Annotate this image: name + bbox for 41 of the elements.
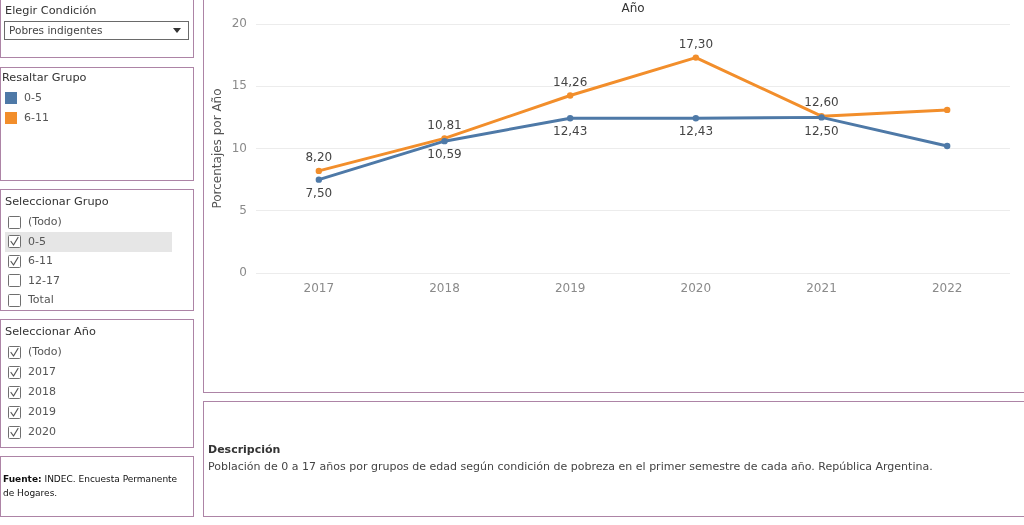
x-tick-label: 2022	[931, 281, 963, 296]
data-label: 17,30	[678, 36, 714, 51]
point	[943, 106, 951, 114]
legend-label: 0-5	[24, 91, 42, 105]
point	[943, 142, 951, 150]
data-label: 12,60	[804, 95, 839, 110]
filter-panel: Seleccionar Año (Todo) 2017 2018 2019 2020	[0, 319, 194, 448]
x-tick-label: 2020	[680, 281, 712, 296]
point	[566, 115, 574, 122]
y-tick-label: 5	[239, 202, 247, 217]
data-label: 10,81	[427, 117, 462, 132]
data-label: 8,20	[305, 150, 333, 165]
filter-panel: Seleccionar Grupo (Todo) 0-5 6-11 12-17 Total	[0, 189, 194, 311]
point	[566, 92, 574, 99]
point	[315, 176, 323, 183]
legend-title: Resaltar Grupo	[2, 71, 87, 85]
description-panel: Descripción Población de 0 a 17 años por grupos de edad según condición de pobreza en el primer semestre de cada año. República Argentina.	[203, 401, 1024, 517]
data-label: 12,43	[678, 124, 714, 139]
point	[315, 167, 323, 175]
y-tick-label: 20	[231, 16, 247, 31]
point	[692, 115, 700, 122]
data-label: 12,43	[552, 124, 588, 139]
data-label: 7,50	[305, 185, 333, 200]
x-tick-label: 2021	[806, 281, 837, 296]
filter-panel: Elegir Condición Pobres indigentes	[0, 0, 194, 58]
source-note: Fuente: INDEC. Encuesta Permanente de Hogares.	[3, 473, 179, 500]
legend-label: 6-11	[24, 111, 49, 125]
y-axis-title: Porcentajes por Año	[210, 88, 225, 209]
y-tick-label: 0	[239, 265, 247, 280]
data-label: 10,59	[427, 147, 462, 162]
data-label: 12,50	[804, 123, 839, 138]
point	[692, 54, 700, 61]
y-tick-label: 10	[231, 140, 247, 155]
dropdown-field: Pobres indigentes	[4, 21, 189, 40]
x-tick-label: 2019	[554, 281, 586, 296]
source-panel: Fuente: INDEC. Encuesta Permanente de Hogares.	[0, 456, 194, 517]
y-tick-label: 15	[231, 78, 247, 93]
x-axis-title: Año	[621, 1, 645, 16]
x-tick-label: 2018	[429, 281, 460, 296]
data-label: 14,26	[552, 74, 588, 89]
x-tick-label: 2017	[303, 281, 335, 296]
